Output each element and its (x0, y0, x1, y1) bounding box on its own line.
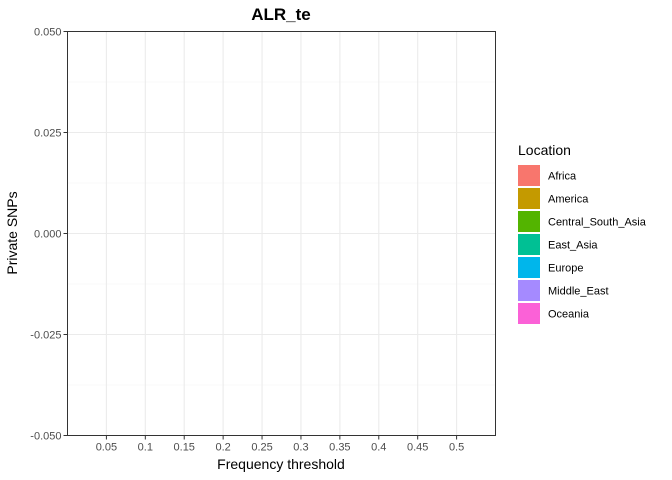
legend-label: Africa (548, 171, 577, 183)
x-tick-label: 0.4 (371, 442, 386, 454)
legend: Location Africa America Central_South_Asia… (518, 142, 647, 324)
y-tick-label: 0.025 (34, 128, 62, 140)
legend-swatch (518, 280, 540, 301)
y-axis-title: Private SNPs (4, 191, 20, 274)
x-tick-label: 0.15 (174, 442, 195, 454)
legend-label: Central_South_Asia (548, 217, 647, 229)
x-axis-title: Frequency threshold (217, 456, 345, 472)
legend-label: America (548, 194, 589, 206)
x-axis: 0.05 0.1 0.15 0.2 0.25 0.3 0.35 0.4 0.45 0.5 (96, 435, 464, 454)
legend-swatch (518, 257, 540, 278)
legend-swatch (518, 188, 540, 209)
legend-title: Location (518, 142, 571, 158)
grid (67, 30, 496, 437)
x-tick-label: 0.35 (329, 442, 350, 454)
x-tick-label: 0.1 (138, 442, 153, 454)
legend-label: East_Asia (548, 240, 598, 252)
chart-title: ALR_te (251, 5, 311, 24)
x-tick-label: 0.2 (215, 442, 230, 454)
legend-swatch (518, 165, 540, 186)
legend-swatch (518, 303, 540, 324)
x-tick-label: 0.5 (449, 442, 464, 454)
y-tick-label: 0.050 (34, 27, 62, 39)
legend-label: Middle_East (548, 286, 609, 298)
y-tick-label: -0.025 (30, 330, 61, 342)
legend-swatch (518, 211, 540, 232)
legend-label: Oceania (548, 309, 590, 321)
y-tick-label: 0.000 (34, 229, 62, 241)
legend-label: Europe (548, 263, 583, 275)
y-axis: -0.050 -0.025 0.000 0.025 0.050 (30, 27, 68, 443)
x-tick-label: 0.3 (293, 442, 308, 454)
x-tick-label: 0.25 (251, 442, 272, 454)
legend-swatch (518, 234, 540, 255)
x-tick-label: 0.45 (407, 442, 428, 454)
y-tick-label: -0.050 (30, 431, 61, 443)
x-tick-label: 0.05 (96, 442, 117, 454)
